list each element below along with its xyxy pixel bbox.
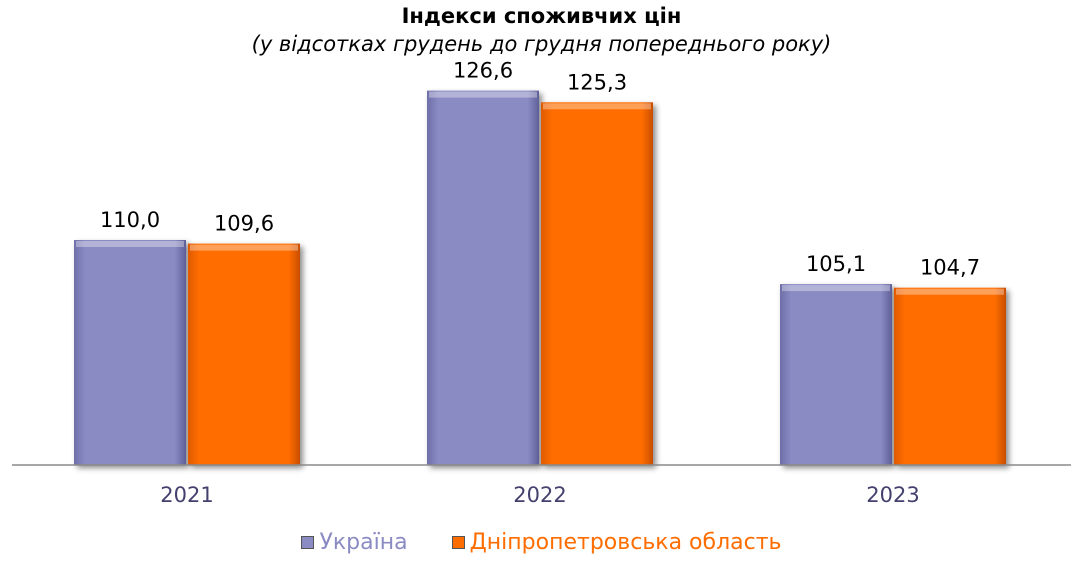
data-label-ukraine-2021: 110,0 [100,208,160,232]
legend-swatch-dnipro [451,536,465,549]
legend-label-dnipro: Дніпропетровська область [469,530,782,555]
bar-ukraine-2021 [74,240,186,465]
bar-dnipro-2023 [894,287,1006,465]
legend-item-dnipro: Дніпропетровська область [451,530,782,555]
chart-legend: Україна Дніпропетровська область [0,530,1083,555]
data-label-dnipro-2022: 125,3 [567,70,627,94]
data-label-ukraine-2023: 105,1 [806,252,866,276]
data-label-dnipro-2023: 104,7 [920,256,980,280]
x-tick-label-2021: 2021 [160,483,213,507]
chart-subtitle: (у відсотках грудень до грудня попереднь… [251,32,832,56]
bar-ukraine-2022 [427,90,539,465]
chart-title: Індекси споживчих цін [401,4,682,28]
data-label-dnipro-2021: 109,6 [214,212,274,236]
data-label-ukraine-2022: 126,6 [453,59,513,83]
bar-highlight-dnipro-2023 [896,288,1004,295]
bar-dnipro-2021 [188,243,300,465]
legend-item-ukraine: Україна [301,530,408,555]
bar-highlight-dnipro-2021 [190,244,298,251]
bar-ukraine-2023 [780,284,892,465]
x-tick-label-2022: 2022 [513,483,566,507]
bar-dnipro-2022 [541,102,653,466]
bar-highlight-ukraine-2021 [76,241,184,247]
bar-highlight-ukraine-2023 [782,285,890,292]
legend-swatch-ukraine [301,536,315,549]
bar-highlight-dnipro-2022 [543,103,651,110]
legend-label-ukraine: Україна [319,530,408,555]
bar-highlight-ukraine-2022 [429,91,537,98]
x-tick-label-2023: 2023 [866,483,919,507]
